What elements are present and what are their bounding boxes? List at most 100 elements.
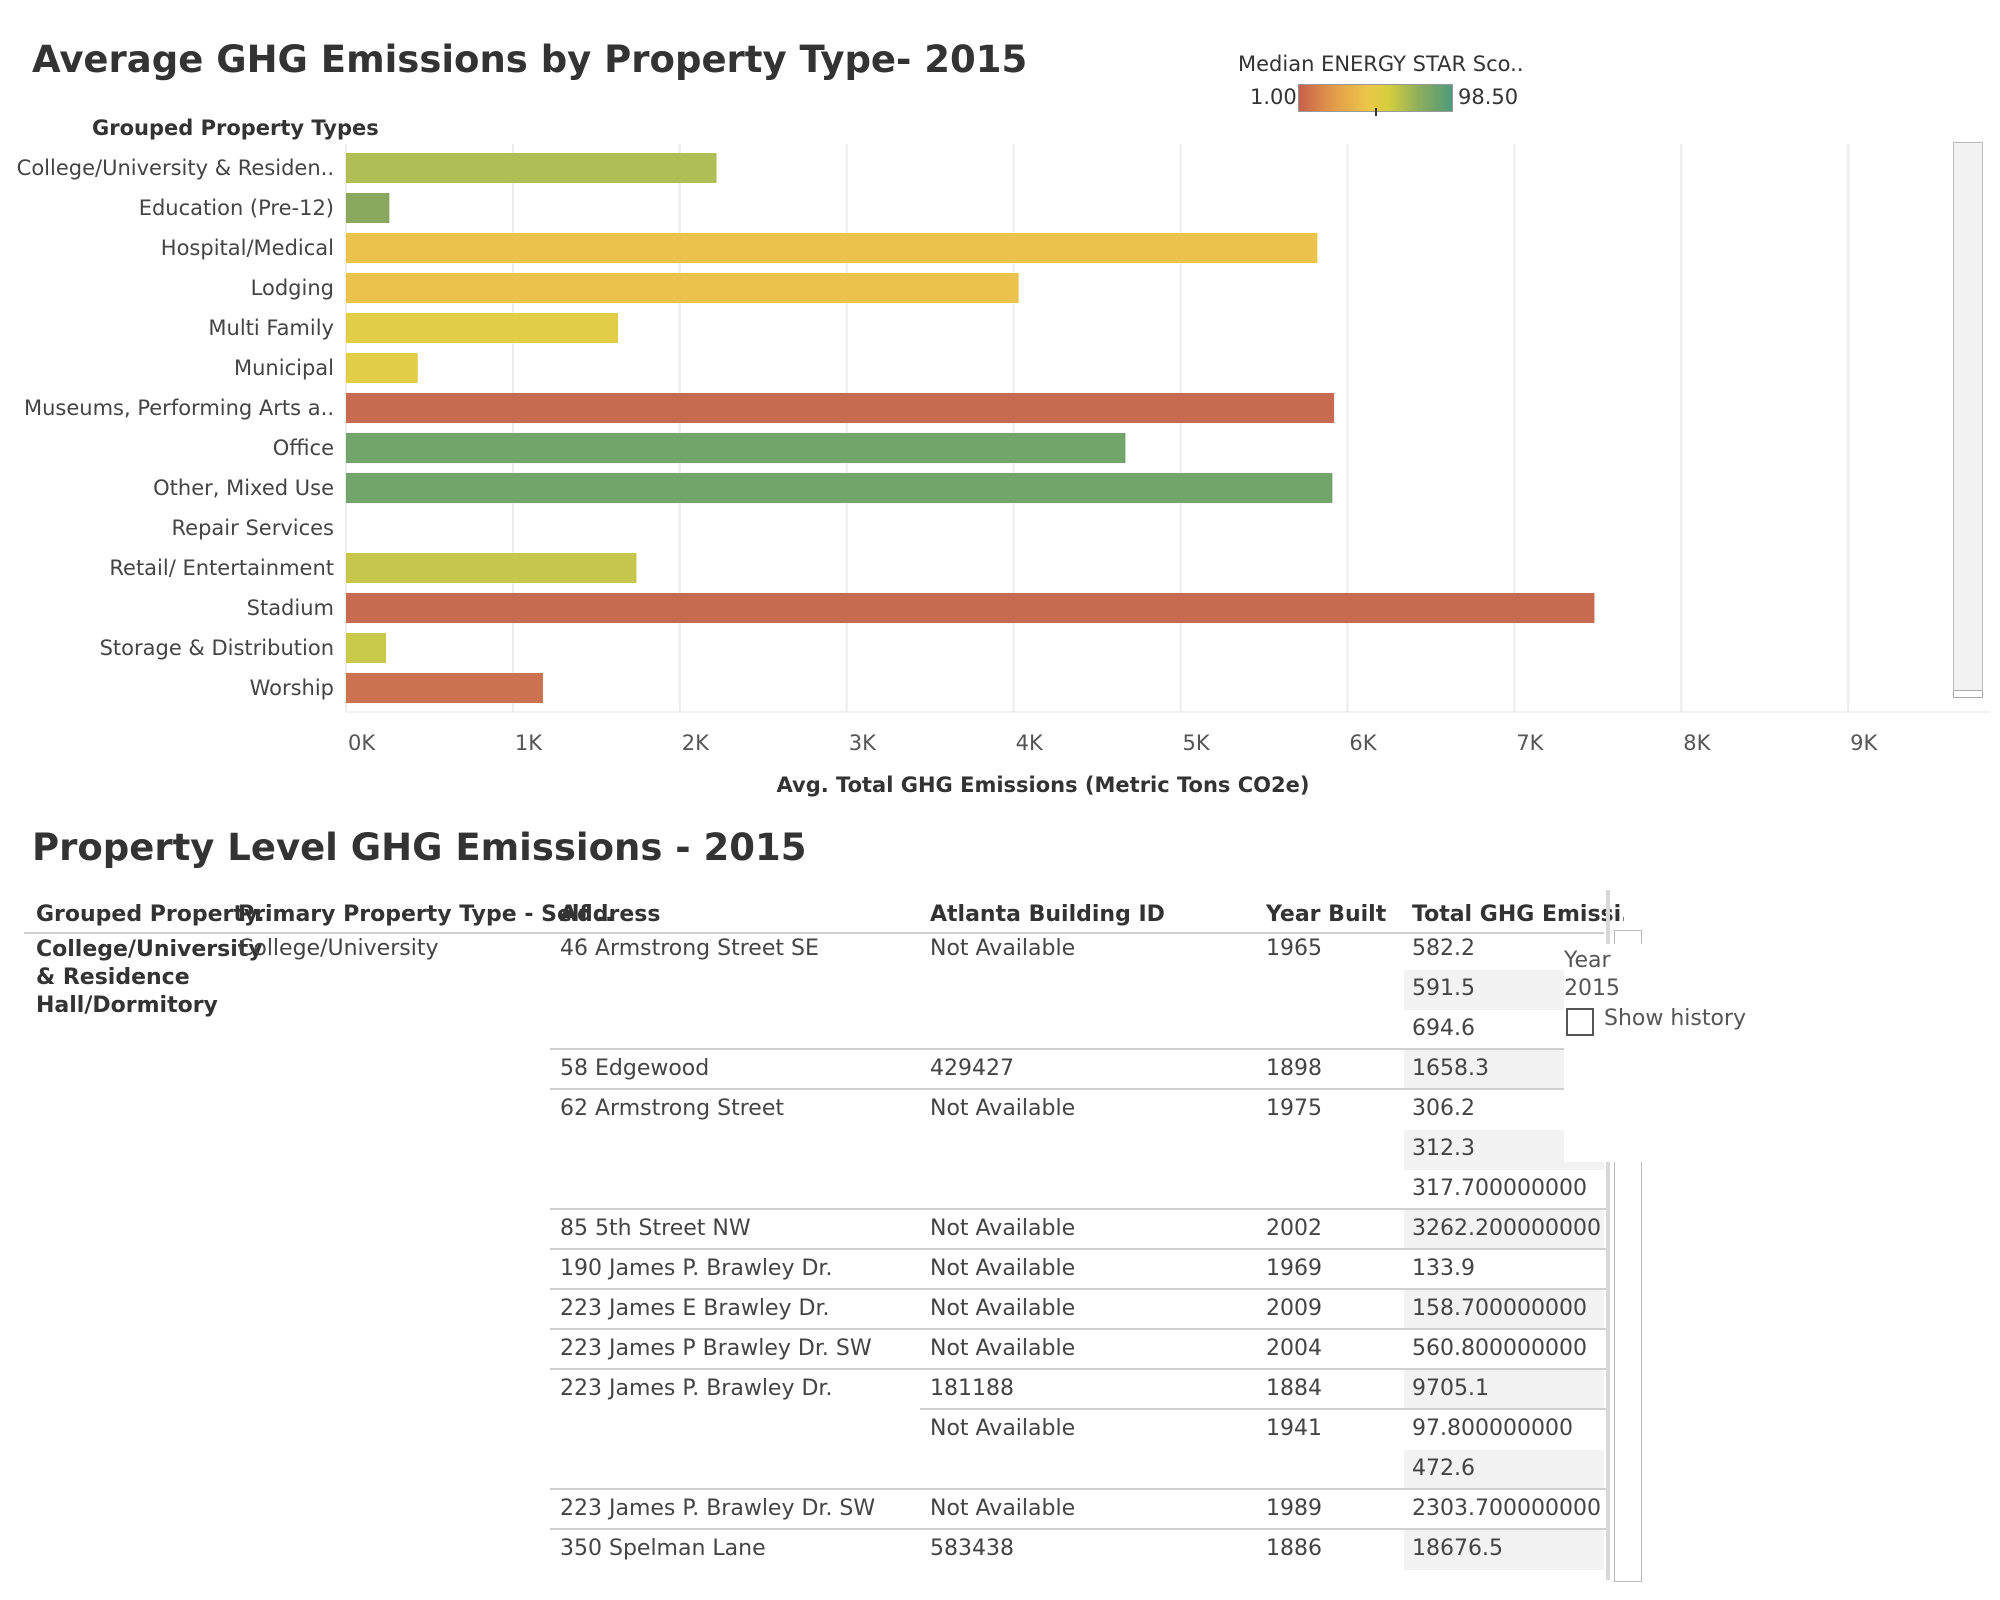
column-header-building-id[interactable]: Atlanta Building ID bbox=[930, 902, 1165, 927]
category-label: Stadium bbox=[247, 596, 334, 620]
bar[interactable] bbox=[346, 273, 1019, 303]
year-built-cell: 2002 bbox=[1266, 1216, 1322, 1241]
row-shading bbox=[1404, 1450, 1604, 1490]
year-built-cell: 1941 bbox=[1266, 1416, 1322, 1441]
building-id-cell: Not Available bbox=[930, 1256, 1076, 1281]
address-cell: 223 James P Brawley Dr. SW bbox=[560, 1336, 872, 1361]
row-divider bbox=[550, 1328, 1608, 1330]
row-shading bbox=[1404, 1210, 1604, 1250]
year-built-cell: 2004 bbox=[1266, 1336, 1322, 1361]
legend-max-label: 98.50 bbox=[1458, 85, 1519, 109]
bar[interactable] bbox=[346, 193, 390, 223]
column-header-total-ghg[interactable]: Total GHG Emissi.. bbox=[1412, 902, 1624, 927]
bar[interactable] bbox=[346, 593, 1595, 623]
category-label: Municipal bbox=[234, 356, 334, 380]
category-label: Storage & Distribution bbox=[100, 636, 334, 660]
bar[interactable] bbox=[346, 673, 543, 703]
header-divider bbox=[24, 932, 1604, 934]
row-divider bbox=[550, 1288, 1608, 1290]
ghg-cell: 694.6 bbox=[1412, 1016, 1475, 1041]
bar[interactable] bbox=[346, 553, 637, 583]
x-tick-label: 4K bbox=[1016, 731, 1044, 755]
ghg-cell: 9705.1 bbox=[1412, 1376, 1489, 1401]
bar[interactable] bbox=[346, 313, 619, 343]
primary-type-cell: College/University bbox=[238, 936, 439, 961]
address-cell: 223 James P. Brawley Dr. bbox=[560, 1376, 833, 1401]
building-id-cell: Not Available bbox=[930, 936, 1076, 961]
ghg-cell: 306.2 bbox=[1412, 1096, 1475, 1121]
year-filter-value[interactable]: 2015 bbox=[1564, 976, 1620, 1001]
category-axis-header: Grouped Property Types bbox=[92, 116, 379, 140]
table-scroll-track bbox=[1606, 890, 1610, 1580]
x-tick-label: 3K bbox=[849, 731, 877, 755]
year-built-cell: 1975 bbox=[1266, 1096, 1322, 1121]
building-id-cell: 181188 bbox=[930, 1376, 1014, 1401]
row-divider bbox=[550, 1248, 1608, 1250]
bar-chart: 0K 1K 2K 3K 4K 5K 6K 7K 8K 9K College/University &… bbox=[17, 144, 1990, 797]
building-id-cell: Not Available bbox=[930, 1336, 1076, 1361]
address-cell: 223 James P. Brawley Dr. SW bbox=[560, 1496, 876, 1521]
year-built-cell: 1965 bbox=[1266, 936, 1322, 961]
group-cell: College/University & Residence Hall/Dorm… bbox=[36, 937, 263, 1018]
bar[interactable] bbox=[346, 633, 387, 663]
ghg-cell: 133.9 bbox=[1412, 1256, 1475, 1281]
x-axis-title: Avg. Total GHG Emissions (Metric Tons CO… bbox=[777, 773, 1310, 797]
category-label: Other, Mixed Use bbox=[153, 476, 334, 500]
column-header-address[interactable]: Address bbox=[560, 902, 661, 927]
building-id-cell: 583438 bbox=[930, 1536, 1014, 1561]
year-built-cell: 1989 bbox=[1266, 1496, 1322, 1521]
address-cell: 190 James P. Brawley Dr. bbox=[560, 1256, 833, 1281]
year-built-cell: 1969 bbox=[1266, 1256, 1322, 1281]
category-label: College/University & Residen.. bbox=[17, 156, 334, 180]
bar[interactable] bbox=[346, 153, 717, 183]
year-built-cell: 1898 bbox=[1266, 1056, 1322, 1081]
row-divider bbox=[550, 1208, 1608, 1210]
building-id-cell: Not Available bbox=[930, 1216, 1076, 1241]
building-id-cell: Not Available bbox=[930, 1296, 1076, 1321]
category-label: Museums, Performing Arts a.. bbox=[24, 396, 334, 420]
show-history-checkbox[interactable] bbox=[1566, 1008, 1594, 1036]
x-tick-label: 1K bbox=[515, 731, 543, 755]
ghg-cell: 317.700000000 bbox=[1412, 1176, 1587, 1201]
column-header-year-built[interactable]: Year Built bbox=[1266, 902, 1387, 927]
row-divider bbox=[550, 1048, 1608, 1050]
legend-title: Median ENERGY STAR Sco.. bbox=[1238, 52, 1524, 76]
row-divider bbox=[550, 1368, 1608, 1370]
building-id-cell: 429427 bbox=[930, 1056, 1014, 1081]
legend-min-label: 1.00 bbox=[1250, 85, 1297, 109]
category-label: Hospital/Medical bbox=[161, 236, 334, 260]
x-tick-label: 5K bbox=[1183, 731, 1211, 755]
row-shading bbox=[1404, 1370, 1604, 1410]
column-header-grouped-property[interactable]: Grouped Property.. bbox=[36, 902, 273, 927]
row-divider bbox=[920, 1408, 1608, 1410]
x-tick-label: 9K bbox=[1850, 731, 1878, 755]
property-table: Grouped Property.. Primary Property Type… bbox=[24, 888, 1624, 1588]
year-built-cell: 1886 bbox=[1266, 1536, 1322, 1561]
row-shading bbox=[1404, 1530, 1604, 1570]
bar[interactable] bbox=[346, 393, 1335, 423]
row-divider bbox=[550, 1088, 1608, 1090]
category-label: Multi Family bbox=[208, 316, 334, 340]
ghg-cell: 18676.5 bbox=[1412, 1536, 1503, 1561]
year-filter: Year 2015 Show history bbox=[1564, 944, 1764, 1162]
building-id-cell: Not Available bbox=[930, 1416, 1076, 1441]
ghg-cell: 472.6 bbox=[1412, 1456, 1475, 1481]
bar[interactable] bbox=[346, 433, 1126, 463]
bar[interactable] bbox=[346, 233, 1318, 263]
ghg-cell: 312.3 bbox=[1412, 1136, 1475, 1161]
year-built-cell: 2009 bbox=[1266, 1296, 1322, 1321]
address-cell: 62 Armstrong Street bbox=[560, 1096, 784, 1121]
show-history-label[interactable]: Show history bbox=[1604, 1006, 1747, 1031]
x-tick-label: 0K bbox=[348, 731, 376, 755]
address-cell: 58 Edgewood bbox=[560, 1056, 710, 1081]
bar[interactable] bbox=[346, 473, 1333, 503]
column-header-primary-type[interactable]: Primary Property Type - Self .. bbox=[238, 902, 614, 927]
chart-scrollbar[interactable] bbox=[1953, 142, 1983, 698]
ghg-cell: 582.2 bbox=[1412, 936, 1475, 961]
address-cell: 223 James E Brawley Dr. bbox=[560, 1296, 830, 1321]
building-id-cell: Not Available bbox=[930, 1496, 1076, 1521]
bar[interactable] bbox=[346, 353, 418, 383]
year-filter-label: Year bbox=[1564, 948, 1611, 973]
row-divider bbox=[550, 1528, 1608, 1530]
ghg-cell: 158.700000000 bbox=[1412, 1296, 1587, 1321]
